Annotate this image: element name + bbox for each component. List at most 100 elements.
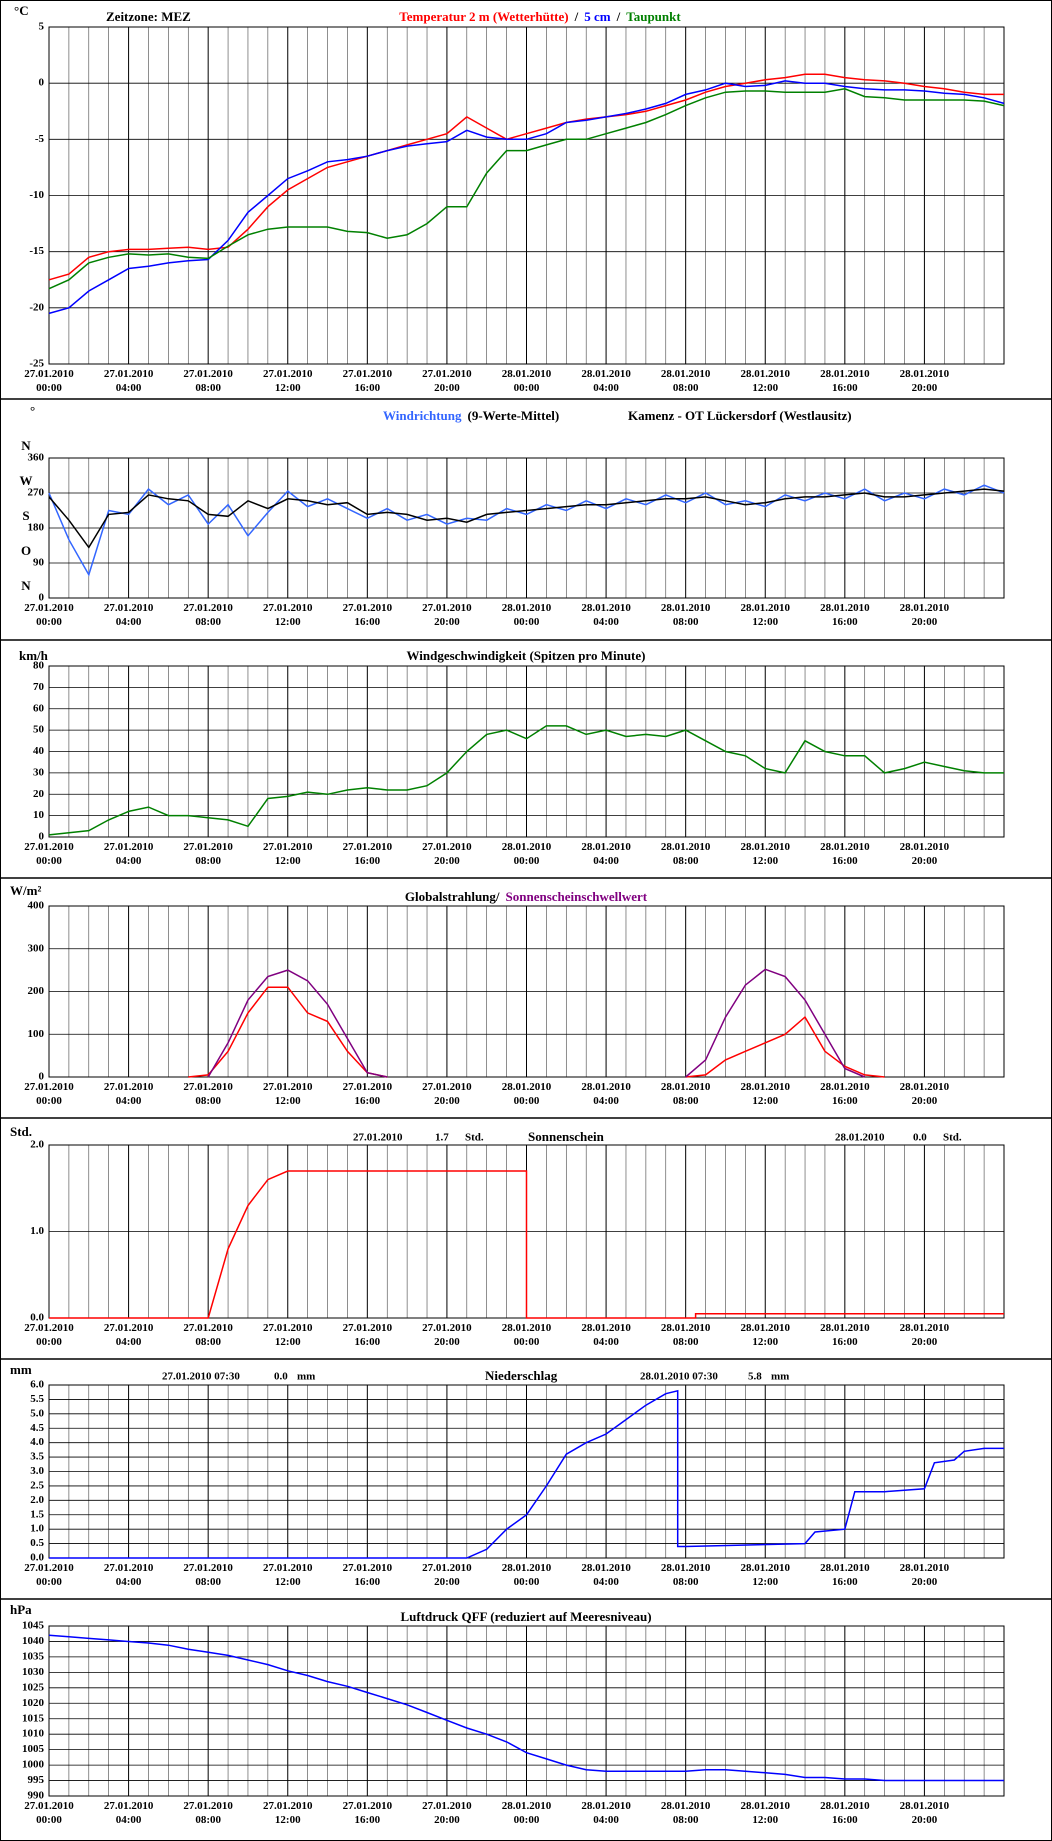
x-tick-label: 28.01.2010 08:00 xyxy=(660,602,711,628)
header-part: Taupunkt xyxy=(626,9,681,24)
x-tick-label: 28.01.2010 16:00 xyxy=(820,1322,870,1348)
series-line xyxy=(188,986,885,1078)
x-tick-label: 28.01.2010 16:00 xyxy=(820,602,870,628)
series-line xyxy=(49,1170,1004,1319)
compass-label: N xyxy=(21,438,31,453)
y-tick-label: 5.5 xyxy=(30,1393,44,1405)
series-line xyxy=(48,725,1004,836)
x-tick-label: 28.01.2010 20:00 xyxy=(899,1322,950,1348)
unit-label: km/h xyxy=(19,648,49,663)
x-tick-label: 28.01.2010 00:00 xyxy=(501,1800,552,1826)
header-text: Temperatur 2 m (Wetterhütte) / 5 cm / Taupun… xyxy=(399,9,681,24)
note: Zeitzone: MEZ xyxy=(106,9,191,24)
series-line xyxy=(48,88,1005,290)
y-tick-label: 70 xyxy=(33,681,45,693)
x-tick-label: 28.01.2010 04:00 xyxy=(581,1322,631,1348)
chart-title: Kamenz - OT Lückersdorf (Westlausitz) xyxy=(628,408,852,423)
x-tick-label: 27.01.2010 20:00 xyxy=(422,602,472,628)
y-tick-label: 100 xyxy=(28,1028,45,1040)
x-tick-label: 27.01.2010 00:00 xyxy=(24,1562,74,1588)
summary-total: 0.0 xyxy=(913,1132,927,1144)
x-tick-label: 28.01.2010 04:00 xyxy=(581,841,631,867)
x-tick-label: 28.01.2010 00:00 xyxy=(501,368,552,394)
y-tick-label: -15 xyxy=(29,245,44,257)
summary-unit: Std. xyxy=(465,1132,484,1144)
series-line xyxy=(49,1389,1004,1559)
y-tick-label: 0 xyxy=(39,831,45,843)
y-tick-label: 60 xyxy=(33,702,45,714)
y-tick-label: 1005 xyxy=(22,1743,45,1755)
x-tick-label: 28.01.2010 04:00 xyxy=(581,1800,631,1826)
x-tick-label: 27.01.2010 16:00 xyxy=(342,1562,393,1588)
y-tick-label: 0 xyxy=(39,592,45,604)
x-tick-label: 27.01.2010 12:00 xyxy=(263,841,313,867)
x-tick-label: 27.01.2010 08:00 xyxy=(183,1322,233,1348)
x-tick-label: 27.01.2010 04:00 xyxy=(103,1562,154,1588)
x-tick-label: 28.01.2010 00:00 xyxy=(501,1562,552,1588)
x-tick-label: 28.01.2010 16:00 xyxy=(820,1081,870,1107)
y-tick-label: 300 xyxy=(28,942,45,954)
x-tick-label: 28.01.2010 08:00 xyxy=(660,368,711,394)
summary-date: 27.01.2010 07:30 xyxy=(162,1371,240,1383)
summary-total: 0.0 xyxy=(274,1371,288,1383)
x-tick-label: 27.01.2010 08:00 xyxy=(183,1562,233,1588)
x-tick-label: 28.01.2010 00:00 xyxy=(501,602,552,628)
y-tick-label: 1000 xyxy=(22,1759,45,1771)
summary-date: 28.01.2010 07:30 xyxy=(640,1371,718,1383)
y-tick-label: 5.0 xyxy=(30,1407,44,1419)
y-tick-label: -5 xyxy=(35,133,45,145)
unit-label: W/m² xyxy=(10,883,41,898)
x-tick-label: 28.01.2010 08:00 xyxy=(660,1800,711,1826)
series-line xyxy=(48,1634,1004,1782)
y-tick-label: 20 xyxy=(33,788,45,800)
x-tick-label: 28.01.2010 16:00 xyxy=(820,841,870,867)
x-tick-label: 28.01.2010 08:00 xyxy=(660,1322,711,1348)
x-tick-label: 27.01.2010 12:00 xyxy=(263,1800,313,1826)
header-part: Temperatur 2 m (Wetterhütte) xyxy=(399,9,568,24)
unit-label: hPa xyxy=(10,1602,32,1617)
y-tick-label: 1010 xyxy=(22,1728,45,1740)
x-tick-label: 28.01.2010 04:00 xyxy=(581,1081,631,1107)
y-tick-label: 30 xyxy=(33,766,45,778)
compass-label: W xyxy=(20,473,33,488)
y-tick-label: 1040 xyxy=(22,1635,45,1647)
x-tick-label: 27.01.2010 16:00 xyxy=(342,368,393,394)
x-tick-label: 27.01.2010 00:00 xyxy=(24,368,74,394)
unit-label: mm xyxy=(10,1362,32,1377)
x-tick-label: 27.01.2010 04:00 xyxy=(103,841,154,867)
x-tick-label: 27.01.2010 04:00 xyxy=(103,602,154,628)
y-tick-label: 0 xyxy=(39,77,45,89)
y-tick-label: 3.0 xyxy=(30,1465,44,1477)
y-tick-label: 180 xyxy=(28,522,45,534)
x-tick-label: 27.01.2010 00:00 xyxy=(24,1800,74,1826)
x-tick-label: 27.01.2010 12:00 xyxy=(263,1081,313,1107)
x-tick-label: 28.01.2010 16:00 xyxy=(820,368,870,394)
x-tick-label: 27.01.2010 08:00 xyxy=(183,1800,233,1826)
header-part: / xyxy=(616,9,621,24)
x-tick-label: 28.01.2010 04:00 xyxy=(581,368,631,394)
y-tick-label: 2.5 xyxy=(30,1479,44,1491)
summary-date: 28.01.2010 xyxy=(835,1132,885,1144)
y-tick-label: 270 xyxy=(28,487,45,499)
y-tick-label: 90 xyxy=(33,557,45,569)
y-tick-label: 360 xyxy=(28,452,45,464)
x-tick-label: 27.01.2010 08:00 xyxy=(183,368,233,394)
x-tick-label: 28.01.2010 20:00 xyxy=(899,1562,950,1588)
x-tick-label: 28.01.2010 08:00 xyxy=(660,1081,711,1107)
x-tick-label: 27.01.2010 20:00 xyxy=(422,841,472,867)
chart-title: Windgeschwindigkeit (Spitzen pro Minute) xyxy=(407,648,646,663)
y-tick-label: 1025 xyxy=(22,1681,45,1693)
series-line xyxy=(48,484,1005,577)
x-tick-label: 28.01.2010 00:00 xyxy=(501,1322,552,1348)
compass-label: O xyxy=(21,543,31,558)
x-tick-label: 27.01.2010 16:00 xyxy=(342,1081,393,1107)
x-tick-label: 28.01.2010 08:00 xyxy=(660,841,711,867)
summary-unit: Std. xyxy=(943,1132,962,1144)
summary-unit: mm xyxy=(771,1371,789,1383)
compass-label: S xyxy=(22,508,29,523)
header-part: Windrichtung xyxy=(383,408,462,423)
y-tick-label: 200 xyxy=(28,985,45,997)
y-tick-label: -20 xyxy=(29,301,44,313)
